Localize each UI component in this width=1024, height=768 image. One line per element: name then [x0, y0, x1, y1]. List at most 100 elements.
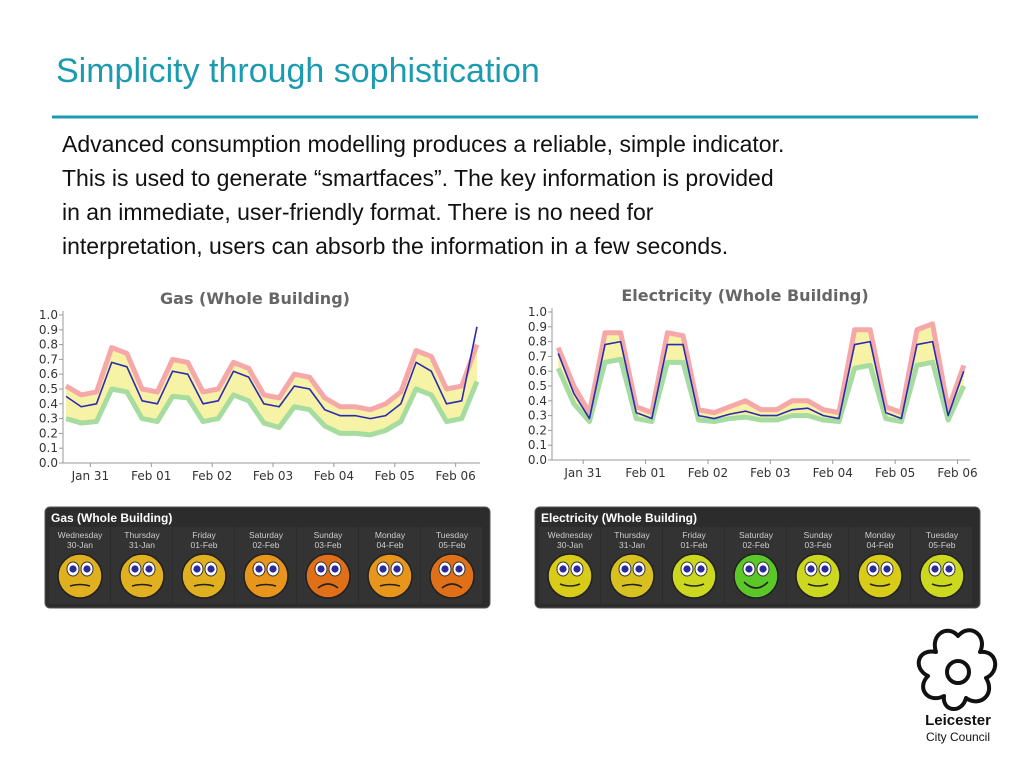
- band-edge: [65, 380, 480, 438]
- face: [119, 553, 165, 599]
- mouth: [621, 583, 643, 587]
- pupil: [455, 565, 463, 573]
- face: [305, 553, 351, 599]
- body-line: interpretation, users can absorb the inf…: [62, 233, 728, 259]
- x-tick-label: Feb 03: [253, 469, 293, 483]
- day-date: 02-Feb: [253, 540, 280, 550]
- face: [733, 553, 779, 599]
- pupil: [69, 565, 77, 573]
- body-line: This is used to generate “smartfaces”. T…: [62, 165, 774, 191]
- band-fill: [558, 323, 964, 422]
- day-date: 05-Feb: [929, 540, 956, 550]
- y-tick-label: 0.7: [528, 349, 547, 363]
- y-tick-label: 0.3: [39, 412, 58, 426]
- panel-title: Electricity (Whole Building): [541, 511, 697, 525]
- slide-title: Simplicity through sophistication: [56, 52, 540, 90]
- pupil: [331, 565, 339, 573]
- logo-text: City Council: [926, 730, 990, 744]
- face: [671, 553, 717, 599]
- band-fill: [66, 344, 477, 435]
- face: [609, 553, 655, 599]
- y-tick-label: 0.5: [39, 382, 58, 396]
- y-tick-label: 0.2: [39, 426, 58, 440]
- body-line: in an immediate, user-friendly format. T…: [62, 199, 654, 225]
- pupil: [559, 565, 567, 573]
- day-name: Sunday: [314, 530, 344, 540]
- mouth: [131, 583, 153, 587]
- y-tick-label: 0.1: [528, 438, 547, 452]
- mouth: [869, 583, 891, 587]
- chart-title: Gas (Whole Building): [160, 289, 350, 308]
- pupil: [145, 565, 153, 573]
- x-tick-label: Feb 05: [875, 466, 915, 480]
- pupil: [255, 565, 263, 573]
- day-date: 03-Feb: [805, 540, 832, 550]
- x-tick-label: Feb 02: [192, 469, 232, 483]
- mouth: [683, 583, 705, 587]
- y-tick-label: 0.5: [528, 379, 547, 393]
- y-tick-label: 1.0: [528, 305, 547, 319]
- day-date: 04-Feb: [867, 540, 894, 550]
- day-name: Wednesday: [58, 530, 103, 540]
- x-tick-label: Feb 04: [813, 466, 853, 480]
- y-tick-label: 0.4: [39, 397, 58, 411]
- band-edge: [555, 321, 967, 416]
- pupil: [945, 565, 953, 573]
- pupil: [745, 565, 753, 573]
- mouth: [317, 583, 339, 589]
- face: [429, 553, 475, 599]
- day-name: Thursday: [614, 530, 650, 540]
- x-tick-label: Feb 04: [314, 469, 354, 483]
- pupil: [379, 565, 387, 573]
- y-tick-label: 0.6: [528, 364, 547, 378]
- day-date: 05-Feb: [439, 540, 466, 550]
- y-tick-label: 0.0: [39, 456, 58, 470]
- y-tick-label: 0.6: [39, 367, 58, 381]
- band-edge: [64, 343, 480, 413]
- mouth: [379, 583, 401, 587]
- y-tick-label: 0.0: [528, 453, 547, 467]
- band-edge: [555, 356, 967, 425]
- x-tick-label: Jan 31: [71, 469, 110, 483]
- face: [367, 553, 413, 599]
- y-tick-label: 1.0: [39, 308, 58, 322]
- logo: [916, 628, 997, 711]
- x-tick-label: Feb 06: [937, 466, 977, 480]
- day-name: Monday: [865, 530, 896, 540]
- pupil: [131, 565, 139, 573]
- face: [243, 553, 289, 599]
- panel-title: Gas (Whole Building): [51, 511, 172, 525]
- pupil: [393, 565, 401, 573]
- mouth: [807, 583, 829, 587]
- day-name: Friday: [192, 530, 216, 540]
- pupil: [635, 565, 643, 573]
- day-date: 31-Jan: [129, 540, 155, 550]
- mouth: [743, 581, 769, 589]
- pupil: [269, 565, 277, 573]
- line: [557, 340, 965, 420]
- pupil: [207, 565, 215, 573]
- day-name: Friday: [682, 530, 706, 540]
- face: [919, 553, 965, 599]
- y-tick-label: 0.9: [528, 320, 547, 334]
- day-date: 30-Jan: [557, 540, 583, 550]
- y-tick-label: 0.3: [528, 409, 547, 423]
- pupil: [573, 565, 581, 573]
- day-name: Thursday: [124, 530, 160, 540]
- mouth: [255, 583, 277, 587]
- pupil: [621, 565, 629, 573]
- y-tick-label: 0.8: [528, 335, 547, 349]
- body-line: Advanced consumption modelling produces …: [62, 131, 784, 157]
- line: [65, 326, 478, 420]
- pupil: [317, 565, 325, 573]
- day-date: 03-Feb: [315, 540, 342, 550]
- y-tick-label: 0.9: [39, 323, 58, 337]
- mouth: [931, 583, 953, 587]
- y-tick-label: 0.8: [39, 338, 58, 352]
- day-name: Tuesday: [436, 530, 469, 540]
- day-date: 01-Feb: [681, 540, 708, 550]
- day-date: 01-Feb: [191, 540, 218, 550]
- mouth: [559, 583, 581, 587]
- pupil: [869, 565, 877, 573]
